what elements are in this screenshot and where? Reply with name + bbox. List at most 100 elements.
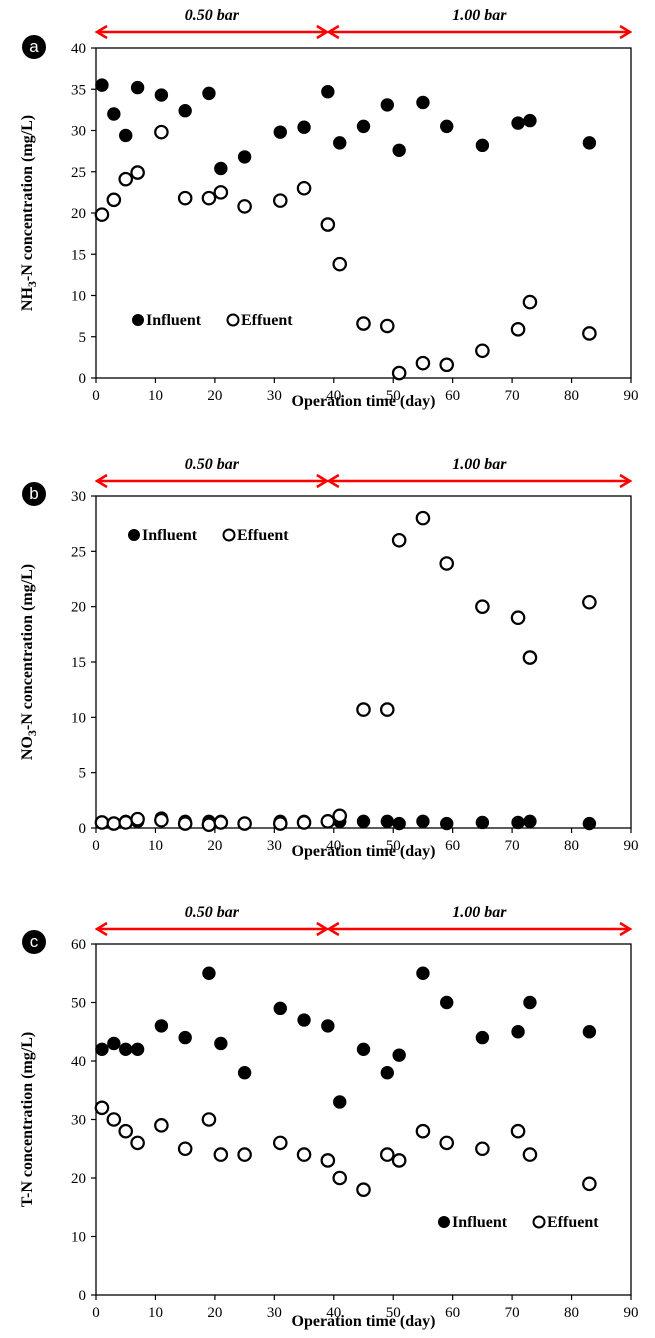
- x-tick-label: 30: [267, 1305, 282, 1321]
- influent-point: [416, 966, 430, 980]
- x-tick-label: 60: [445, 838, 460, 854]
- effluent-point: [475, 599, 490, 614]
- influent-point: [297, 120, 311, 134]
- legend-marker: [222, 528, 236, 542]
- effluent-point: [415, 355, 431, 371]
- x-tick-label: 40: [326, 838, 341, 854]
- effluent-point: [272, 193, 288, 208]
- influent-point: [582, 1025, 597, 1039]
- influent-point: [440, 995, 454, 1010]
- x-axis-title: Operation time (day): [292, 1313, 436, 1330]
- y-tick-label: 40: [71, 41, 86, 57]
- effluent-point: [94, 207, 110, 222]
- x-tick-label: 10: [148, 838, 163, 854]
- effluent-point: [510, 322, 526, 337]
- influent-point: [392, 816, 406, 831]
- x-tick-label: 60: [445, 388, 460, 404]
- pressure-phase-arrow: [326, 24, 633, 40]
- legend-label: Influent: [142, 527, 198, 544]
- legend-marker: [438, 1216, 450, 1228]
- plot-frame: [95, 495, 632, 829]
- effluent-point: [475, 343, 490, 359]
- effluent-point: [201, 1112, 217, 1127]
- y-tick-label: 30: [71, 489, 86, 505]
- influent-point: [202, 966, 216, 980]
- effluent-point: [118, 1123, 134, 1139]
- legend-label: Influent: [452, 1214, 508, 1231]
- influent-point: [392, 1048, 406, 1062]
- influent-point: [333, 1095, 347, 1109]
- y-tick-label: 20: [71, 206, 86, 222]
- pressure-phase-label: 1.00 bar: [452, 456, 507, 473]
- panel-badge: [22, 35, 46, 59]
- effluent-point: [106, 816, 122, 831]
- x-tick-label: 80: [564, 838, 579, 854]
- effluent-point: [439, 1135, 455, 1151]
- influent-point: [475, 815, 490, 830]
- effluent-point: [522, 294, 538, 310]
- influent-point: [119, 1042, 133, 1057]
- influent-point: [511, 815, 525, 830]
- pressure-phase-label: 0.50 bar: [185, 7, 240, 24]
- influent-point: [511, 1025, 525, 1039]
- influent-point: [523, 113, 537, 128]
- effluent-point: [522, 650, 538, 665]
- effluent-point: [201, 190, 217, 206]
- effluent-point: [213, 185, 229, 200]
- y-tick-label: 40: [71, 1054, 86, 1070]
- effluent-point: [130, 811, 145, 827]
- influent-point: [440, 119, 454, 134]
- effluent-point: [201, 817, 217, 832]
- effluent-point: [332, 808, 348, 824]
- y-tick-label: 25: [71, 165, 86, 181]
- x-tick-label: 10: [148, 388, 163, 404]
- influent-point: [380, 814, 394, 829]
- influent-point: [107, 1036, 121, 1051]
- y-tick-label: 50: [71, 996, 86, 1012]
- effluent-point: [94, 1100, 110, 1116]
- effluent-point: [582, 1176, 597, 1192]
- effluent-point: [237, 816, 252, 831]
- effluent-point: [582, 326, 597, 341]
- legend-label: Effuent: [547, 1214, 599, 1231]
- legend-marker: [128, 529, 140, 541]
- effluent-point: [106, 192, 122, 208]
- influent-point: [523, 995, 537, 1010]
- effluent-point: [154, 1118, 169, 1133]
- influent-point: [273, 1001, 287, 1016]
- x-tick-label: 40: [326, 1305, 341, 1321]
- y-tick-label: 30: [71, 124, 86, 140]
- influent-point: [237, 1066, 252, 1080]
- effluent-point: [379, 702, 395, 717]
- x-tick-label: 0: [92, 1305, 100, 1321]
- y-tick-label: 30: [71, 1113, 86, 1129]
- effluent-point: [177, 190, 193, 206]
- influent-point: [333, 136, 347, 150]
- panel-b: b 0 10 20 30 40 50 60 70 80 90 0 5 10 15 20 25 30 Operatio…: [19, 456, 639, 860]
- influent-point: [95, 1042, 109, 1057]
- influent-point: [214, 161, 228, 176]
- effluent-point: [296, 815, 312, 830]
- influent-point: [154, 1019, 169, 1033]
- panel-a: a0 10 20 30 40 50 60 70 80 900510152025303540Oper…: [19, 7, 639, 410]
- y-tick-label: 0: [79, 371, 87, 387]
- panel-badge-label: b: [29, 484, 38, 503]
- influent-point: [321, 85, 335, 99]
- effluent-point: [237, 1147, 252, 1162]
- pressure-phase-label: 1.00 bar: [452, 904, 507, 921]
- pressure-phase-label: 0.50 bar: [185, 456, 240, 473]
- x-tick-label: 0: [92, 388, 100, 404]
- effluent-point: [272, 816, 288, 831]
- x-tick-label: 60: [445, 1305, 460, 1321]
- pressure-phase-label: 0.50 bar: [185, 904, 240, 921]
- effluent-point: [320, 217, 336, 232]
- legend-marker: [132, 314, 144, 326]
- x-tick-label: 80: [564, 388, 579, 404]
- y-axis-title: NO3-N concentration (mg/L): [19, 564, 39, 760]
- influent-point: [582, 136, 597, 150]
- y-tick-label: 5: [79, 330, 87, 346]
- y-tick-label: 15: [71, 247, 86, 263]
- y-tick-label: 0: [79, 1288, 87, 1304]
- effluent-point: [213, 815, 229, 830]
- y-tick-label: 20: [71, 1171, 86, 1187]
